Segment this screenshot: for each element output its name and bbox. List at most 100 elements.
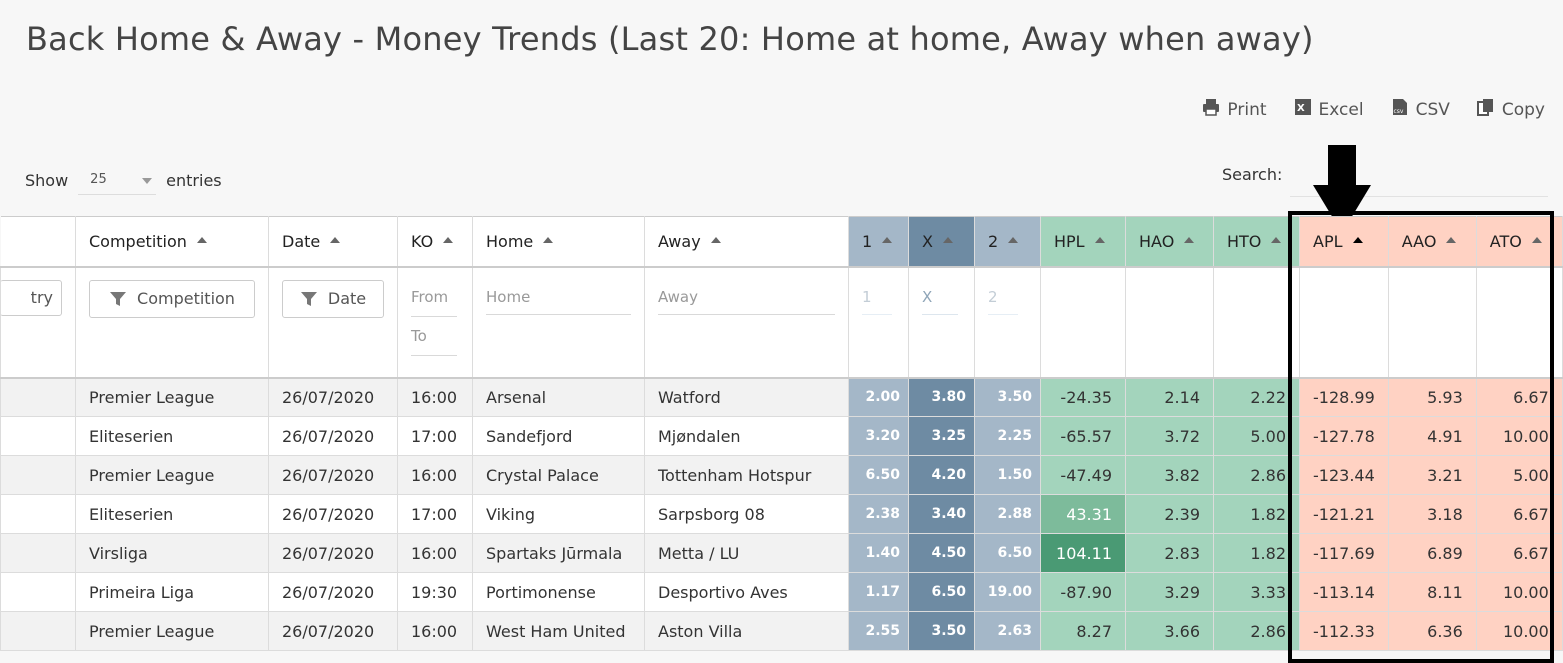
hto-from-input[interactable]: From (1227, 288, 1286, 317)
header-aao[interactable]: AAO (1387, 216, 1477, 268)
copy-button[interactable]: Copy (1476, 97, 1545, 122)
length-control: Show 25 entries (25, 165, 222, 195)
cell-ato: 10.00 (1475, 416, 1563, 456)
cell-hpl: -65.57 (1040, 416, 1126, 456)
cell-o2: 2.63 (974, 611, 1041, 651)
header-ko[interactable]: KO (397, 216, 473, 268)
header-hto[interactable]: HTO (1213, 216, 1300, 268)
cell-ox: 4.20 (908, 455, 975, 495)
header-odds-x[interactable]: X (908, 216, 975, 268)
table-row[interactable]: Premier League 26/07/2020 16:00 Arsenal Watf… (0, 377, 1563, 417)
cell-away: Sarpsborg 08 (644, 494, 849, 534)
cell-ato: 6.67 (1475, 377, 1563, 417)
header-away[interactable]: Away (644, 216, 849, 268)
table-row[interactable]: Eliteserien 26/07/2020 17:00 Viking Sarpsbor… (0, 494, 1563, 534)
cell-o2: 2.88 (974, 494, 1041, 534)
cell-o2: 3.50 (974, 377, 1041, 417)
aao-from-input[interactable]: From (1401, 288, 1463, 317)
header-home[interactable]: Home (472, 216, 645, 268)
header-odds-1[interactable]: 1 (848, 216, 909, 268)
cell-date: 26/07/2020 (268, 611, 398, 651)
header-date[interactable]: Date (268, 216, 398, 268)
table-row[interactable]: Primeira Liga 26/07/2020 19:30 Portimonense… (0, 572, 1563, 612)
country-cell (0, 494, 76, 534)
table-row[interactable]: Eliteserien 26/07/2020 17:00 Sandefjord Mjøn… (0, 416, 1563, 456)
cell-ox: 3.25 (908, 416, 975, 456)
sort-asc-icon (1352, 237, 1363, 244)
header-hpl[interactable]: HPL (1040, 216, 1126, 268)
cell-competition: Primeira Liga (75, 572, 269, 612)
cell-o1: 2.38 (848, 494, 909, 534)
ato-to-input[interactable]: To (1489, 336, 1506, 355)
cell-hto: 2.86 (1213, 611, 1300, 651)
away-filter-input[interactable]: Away (658, 288, 835, 315)
cell-hpl: -47.49 (1040, 455, 1126, 495)
chevron-down-icon (142, 178, 153, 184)
cell-apl: -112.33 (1299, 611, 1389, 651)
apl-from-input[interactable]: From (1313, 288, 1375, 317)
cell-hto: 2.86 (1213, 455, 1300, 495)
table-row[interactable]: Premier League 26/07/2020 16:00 West Ham Un… (0, 611, 1563, 651)
cell-o1: 2.00 (848, 377, 909, 417)
header-ato[interactable]: ATO (1475, 216, 1563, 268)
cell-home: West Ham United (472, 611, 645, 651)
header-country[interactable] (0, 216, 76, 268)
cell-ox: 3.80 (908, 377, 975, 417)
cell-home: Viking (472, 494, 645, 534)
table-row[interactable]: Virsliga 26/07/2020 16:00 Spartaks Jūrmala M… (0, 533, 1563, 573)
cell-o1: 3.20 (848, 416, 909, 456)
cell-apl: -121.21 (1299, 494, 1389, 534)
header-competition[interactable]: Competition (75, 216, 269, 268)
excel-icon: X (1293, 97, 1313, 122)
cell-ko: 16:00 (397, 455, 473, 495)
hpl-from-input[interactable]: From (1054, 288, 1112, 317)
sort-asc-icon (330, 237, 341, 244)
aao-to-input[interactable]: To (1401, 336, 1418, 355)
excel-button[interactable]: X Excel (1293, 97, 1364, 122)
hao-to-input[interactable]: To (1139, 336, 1155, 355)
header-odds-2[interactable]: 2 (974, 216, 1041, 268)
cell-date: 26/07/2020 (268, 455, 398, 495)
sort-asc-icon (1271, 237, 1282, 244)
ato-from-input[interactable]: From (1489, 288, 1549, 317)
cell-ox: 6.50 (908, 572, 975, 612)
cell-hto: 2.22 (1213, 377, 1300, 417)
cell-hto: 1.82 (1213, 494, 1300, 534)
cell-ato: 6.67 (1475, 494, 1563, 534)
hao-from-input[interactable]: From (1139, 288, 1200, 317)
competition-filter-button[interactable]: Competition (89, 279, 255, 318)
ko-to-input[interactable]: To (411, 327, 457, 356)
table-row[interactable]: Premier League 26/07/2020 16:00 Crystal Pal… (0, 455, 1563, 495)
country-cell (0, 533, 76, 573)
cell-date: 26/07/2020 (268, 377, 398, 417)
odds-1-filter-input[interactable]: 1 (862, 288, 892, 315)
ko-from-input[interactable]: From (411, 288, 457, 317)
home-filter-input[interactable]: Home (486, 288, 631, 315)
apl-to-input[interactable]: To (1313, 336, 1329, 355)
hpl-to-input[interactable]: To (1054, 336, 1070, 355)
sort-asc-icon (882, 237, 893, 244)
cell-home: Sandefjord (472, 416, 645, 456)
odds-x-filter-input[interactable]: X (922, 288, 958, 315)
country-filter-button[interactable]: try (1, 279, 62, 316)
header-hao[interactable]: HAO (1125, 216, 1214, 268)
cell-hto: 3.33 (1213, 572, 1300, 612)
hto-to-input[interactable]: To (1227, 336, 1243, 355)
cell-ato: 10.00 (1475, 572, 1563, 612)
date-filter-button[interactable]: Date (282, 279, 384, 318)
print-button[interactable]: Print (1201, 97, 1267, 122)
header-apl[interactable]: APL (1299, 216, 1389, 268)
csv-button[interactable]: csv CSV (1390, 97, 1450, 122)
cell-hpl: -87.90 (1040, 572, 1126, 612)
entries-select[interactable]: 25 (78, 165, 157, 195)
cell-apl: -123.44 (1299, 455, 1389, 495)
country-cell (0, 377, 76, 417)
search-input[interactable] (1290, 196, 1548, 197)
odds-2-filter-input[interactable]: 2 (988, 288, 1018, 315)
copy-icon (1476, 97, 1496, 122)
funnel-icon (300, 291, 317, 306)
show-label: Show (25, 170, 69, 190)
sort-asc-icon (543, 237, 554, 244)
sort-asc-icon (1531, 237, 1542, 244)
cell-apl: -127.78 (1299, 416, 1389, 456)
